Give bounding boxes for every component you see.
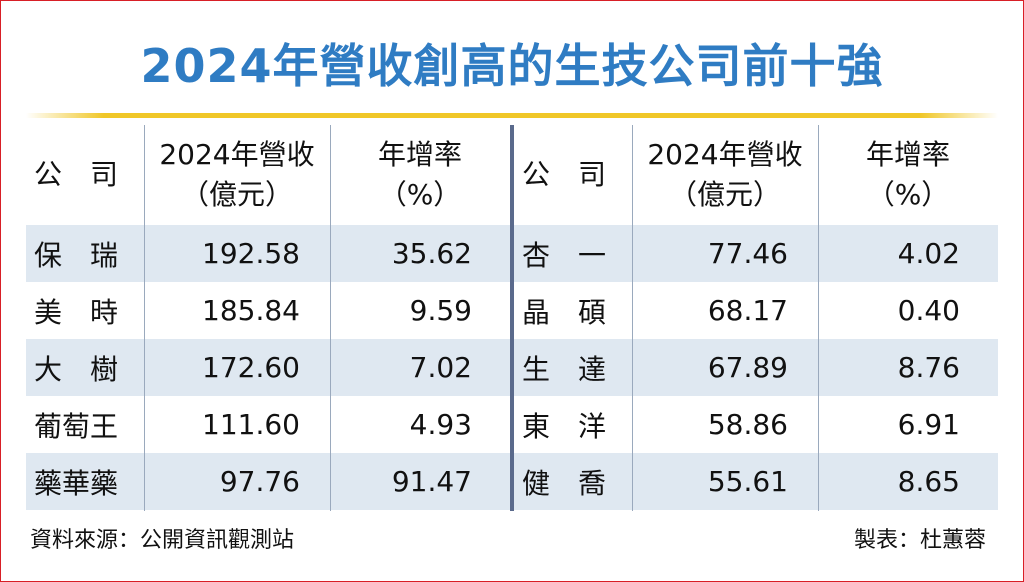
- company-name: 保 瑞: [34, 238, 119, 272]
- revenue-table: 公 司 2024年營收 （億元） 年增率 （%） 保 瑞 192.58 35.6…: [26, 125, 998, 511]
- header-revenue-line2: （億元）: [180, 178, 293, 211]
- growth-value: 7.02: [409, 351, 472, 384]
- table-row: 晶 碩 68.17 0.40: [514, 282, 998, 339]
- table-row: 健 喬 55.61 8.65: [514, 453, 998, 510]
- table-row: 大 樹 172.60 7.02: [26, 339, 510, 396]
- table-row: 美 時 185.84 9.59: [26, 282, 510, 339]
- revenue-value: 111.60: [202, 408, 300, 441]
- table-row: 藥華藥 97.76 91.47: [26, 453, 510, 510]
- header-revenue-line2: （億元）: [668, 178, 781, 211]
- company-name: 美 時: [34, 295, 119, 329]
- header-company: 公 司: [522, 158, 607, 191]
- table-right-half: 公 司 2024年營收 （億元） 年增率 （%） 杏 一 77.46 4.02 …: [514, 125, 998, 511]
- column-divider: [818, 125, 819, 511]
- revenue-value: 68.17: [707, 294, 788, 327]
- header-growth: 年增率 （%）: [330, 125, 510, 225]
- revenue-value: 172.60: [202, 351, 300, 384]
- header-revenue: 2024年營收 （億元）: [144, 125, 330, 225]
- growth-value: 4.02: [897, 237, 960, 270]
- growth-value: 6.91: [897, 408, 960, 441]
- revenue-value: 192.58: [202, 237, 300, 270]
- company-name: 健 喬: [522, 466, 607, 500]
- company-name: 杏 一: [522, 238, 607, 272]
- header-company: 公 司: [34, 158, 119, 191]
- company-name: 東 洋: [522, 409, 607, 443]
- table-row: 生 達 67.89 8.76: [514, 339, 998, 396]
- column-divider: [632, 125, 633, 511]
- table-row: 葡萄王 111.60 4.93: [26, 396, 510, 453]
- growth-value: 35.62: [391, 237, 472, 270]
- header-growth-line2: （%）: [378, 178, 462, 211]
- header-growth: 年增率 （%）: [818, 125, 998, 225]
- growth-value: 4.93: [409, 408, 472, 441]
- column-divider: [330, 125, 331, 511]
- source-note: 資料來源：公開資訊觀測站: [30, 528, 295, 553]
- table-center-divider: [510, 125, 514, 511]
- header-revenue-line1: 2024年營收: [159, 138, 315, 171]
- company-name: 大 樹: [34, 352, 119, 386]
- growth-value: 91.47: [391, 465, 472, 498]
- growth-value: 8.76: [897, 351, 960, 384]
- table-left-half: 公 司 2024年營收 （億元） 年增率 （%） 保 瑞 192.58 35.6…: [26, 125, 510, 511]
- revenue-value: 77.46: [707, 237, 788, 270]
- header-growth-line2: （%）: [866, 178, 950, 211]
- revenue-value: 67.89: [707, 351, 788, 384]
- company-name: 藥華藥: [34, 466, 119, 500]
- credit-note: 製表：杜蕙蓉: [853, 528, 986, 553]
- column-divider: [144, 125, 145, 511]
- revenue-value: 97.76: [219, 465, 300, 498]
- header-revenue: 2024年營收 （億元）: [632, 125, 818, 225]
- table-row: 保 瑞 192.58 35.62: [26, 225, 510, 282]
- table-row: 東 洋 58.86 6.91: [514, 396, 998, 453]
- company-name: 葡萄王: [34, 409, 119, 443]
- graphic-title: 2024年營收創高的生技公司前十強: [140, 39, 884, 93]
- table-row: 杏 一 77.46 4.02: [514, 225, 998, 282]
- header-growth-line1: 年增率: [377, 138, 462, 171]
- revenue-value: 185.84: [202, 294, 300, 327]
- header-growth-line1: 年增率: [865, 138, 950, 171]
- company-name: 晶 碩: [522, 295, 607, 329]
- table-header-right: 公 司 2024年營收 （億元） 年增率 （%）: [514, 125, 998, 225]
- revenue-value: 55.61: [707, 465, 788, 498]
- company-name: 生 達: [522, 352, 607, 386]
- growth-value: 9.59: [409, 294, 472, 327]
- table-header-left: 公 司 2024年營收 （億元） 年增率 （%）: [26, 125, 510, 225]
- revenue-value: 58.86: [707, 408, 788, 441]
- growth-value: 8.65: [897, 465, 960, 498]
- title-underline: [26, 113, 998, 118]
- growth-value: 0.40: [897, 294, 960, 327]
- header-revenue-line1: 2024年營收: [647, 138, 803, 171]
